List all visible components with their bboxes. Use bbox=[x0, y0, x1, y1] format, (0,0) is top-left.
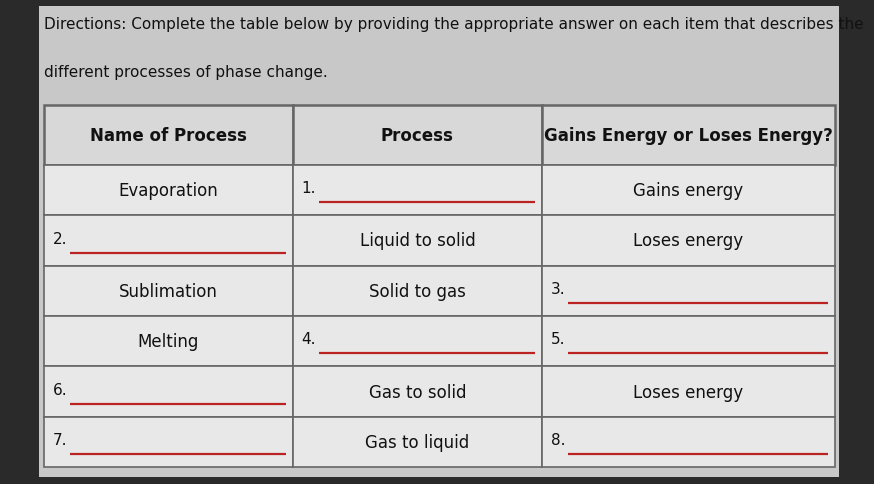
Bar bbox=[293, 216, 542, 266]
Text: Gains energy: Gains energy bbox=[634, 182, 744, 199]
Text: 5.: 5. bbox=[551, 332, 565, 347]
Text: Loses energy: Loses energy bbox=[634, 383, 744, 401]
Text: Directions: Complete the table below by providing the appropriate answer on each: Directions: Complete the table below by … bbox=[44, 17, 864, 32]
Bar bbox=[293, 266, 542, 317]
Bar bbox=[44, 266, 293, 317]
Bar bbox=[542, 106, 835, 166]
Bar bbox=[293, 166, 542, 216]
Bar bbox=[44, 106, 293, 166]
Bar bbox=[293, 106, 542, 166]
Bar bbox=[542, 216, 835, 266]
Bar bbox=[542, 417, 835, 468]
Bar bbox=[44, 417, 293, 468]
Text: Gas to solid: Gas to solid bbox=[369, 383, 466, 401]
Text: 8.: 8. bbox=[551, 432, 565, 447]
Bar bbox=[44, 216, 293, 266]
Bar bbox=[44, 166, 293, 216]
Bar bbox=[293, 367, 542, 417]
Text: 2.: 2. bbox=[52, 231, 67, 246]
Text: 6.: 6. bbox=[52, 382, 67, 397]
Text: different processes of phase change.: different processes of phase change. bbox=[44, 65, 328, 80]
Bar bbox=[542, 367, 835, 417]
Text: Process: Process bbox=[381, 127, 454, 145]
Bar bbox=[293, 417, 542, 468]
Bar bbox=[542, 317, 835, 367]
Text: Liquid to solid: Liquid to solid bbox=[359, 232, 475, 250]
Text: 4.: 4. bbox=[302, 332, 316, 347]
Text: Melting: Melting bbox=[137, 333, 199, 350]
Text: 3.: 3. bbox=[551, 281, 565, 296]
Text: 1.: 1. bbox=[302, 181, 316, 196]
Bar bbox=[44, 367, 293, 417]
Text: Sublimation: Sublimation bbox=[119, 282, 218, 300]
Text: Gas to liquid: Gas to liquid bbox=[365, 433, 469, 451]
Text: Evaporation: Evaporation bbox=[118, 182, 218, 199]
Text: Name of Process: Name of Process bbox=[90, 127, 246, 145]
Bar bbox=[542, 266, 835, 317]
Text: 7.: 7. bbox=[52, 432, 67, 447]
Bar bbox=[542, 166, 835, 216]
Bar bbox=[44, 317, 293, 367]
Bar bbox=[293, 317, 542, 367]
Text: Gains Energy or Loses Energy?: Gains Energy or Loses Energy? bbox=[544, 127, 833, 145]
Text: Loses energy: Loses energy bbox=[634, 232, 744, 250]
Text: Solid to gas: Solid to gas bbox=[369, 282, 466, 300]
